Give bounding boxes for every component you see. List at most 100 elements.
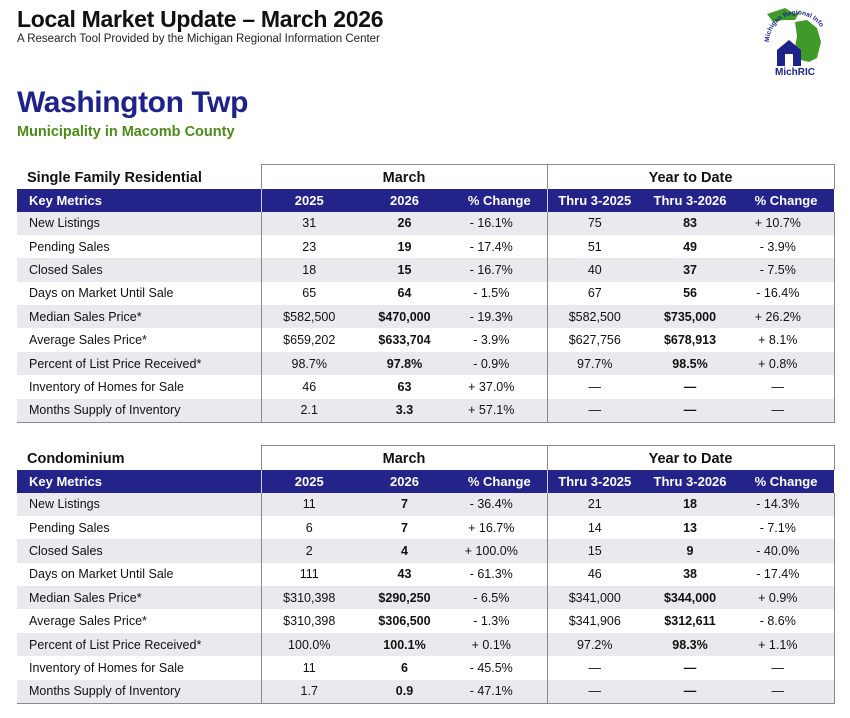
value-2026: 26 [357,211,452,235]
group-ytd-label: Year to Date [546,164,835,189]
ytd-change: - 16.4% [738,281,835,306]
ytd-2026: $344,000 [642,586,739,610]
section-title: Single Family Residential [27,169,202,186]
value-2026: 4 [357,539,452,563]
col-key-metrics-header: Key Metrics [17,188,261,212]
metric-name: Pending Sales [29,520,110,535]
ytd-2026: — [642,398,739,423]
table-row: Median Sales Price* $310,398 $290,250- 6.5… [17,586,835,610]
ytd-2025: — [546,679,643,704]
metric-name: Average Sales Price* [29,333,147,348]
ytd-2026: 83 [642,211,739,235]
municipality-name: Washington Twp [17,86,249,119]
ytd-2026: 9 [642,539,739,563]
ytd-2025: 14 [546,515,643,540]
ytd-2025: — [546,656,643,680]
month-change: + 57.1% [452,398,548,423]
value-2025: $582,500 [260,305,357,329]
ytd-change: - 17.4% [738,562,835,587]
ytd-2025: — [546,375,643,399]
ytd-2026: — [642,679,739,704]
ytd-change: - 8.6% [738,609,835,633]
group-ytd-label: Year to Date [546,445,835,470]
table-row: Median Sales Price* $582,500 $470,000- 19.… [17,305,835,329]
ytd-change: — [738,679,835,704]
month-change: - 19.3% [452,305,548,329]
value-2026: 7 [357,492,452,516]
table-row: Months Supply of Inventory 1.7 0.9- 47.1% —… [17,679,835,704]
table-row: Closed Sales 18 15- 16.7% 40 37- 7.5% [17,258,835,282]
ytd-2026: 98.3% [642,632,739,657]
value-2026: $290,250 [357,586,452,610]
month-change: - 16.7% [452,258,548,282]
value-2025: 100.0% [260,632,357,657]
ytd-2025: 75 [546,211,643,235]
value-2025: $659,202 [260,328,357,352]
metric-name: Days on Market Until Sale [29,286,174,301]
value-2025: 46 [260,375,357,399]
value-2026: $306,500 [378,614,431,629]
ytd-change: + 8.1% [738,328,835,352]
value-2025: 1.7 [260,679,357,704]
col-month-change-header: % Change [452,188,548,212]
table-row: Days on Market Until Sale 111 43 - 61.3% 46 3… [17,562,835,587]
column-header-row: Key Metrics 2025 2026% Change Thru 3-2025 Th… [17,188,835,212]
single-family-table: Single Family Residential March Year to … [17,164,835,423]
col-thru-2025-header: Thru 3-2025 [546,469,643,493]
month-change: - 16.1% [452,211,548,235]
value-2026: 97.8% [357,351,452,376]
value-2025: 11 [260,656,357,680]
col-thru-2026-header: Thru 3-2026 [642,188,739,212]
table-row: Percent of List Price Received* 100.0% 100… [17,632,835,657]
ytd-2025: 46 [546,562,643,587]
value-2025: $310,398 [260,586,357,610]
ytd-2026: 49 [683,239,697,254]
ytd-change: - 14.3% [738,492,835,516]
group-header-row: Condominium March Year to Date [17,445,835,470]
value-2025: 65 [260,281,357,306]
value-2026: 15 [357,258,452,282]
table-row: Closed Sales 2 4 + 100.0% 15 9- 40.0% [17,539,835,563]
ytd-2026: $312,611 [664,614,716,629]
col-thru-2025-header: Thru 3-2025 [546,188,643,212]
col-2026-header: 2026 [357,188,452,212]
ytd-2026: $678,913 [663,333,717,348]
table-row: Average Sales Price* $659,202 $633,704 - 3.… [17,328,835,352]
ytd-change: — [738,375,835,399]
ytd-2025: 67 [546,281,643,306]
col-2025-header: 2025 [260,469,357,493]
ytd-2025: $627,756 [546,328,643,352]
metric-name: Days on Market Until Sale [29,567,174,582]
value-2026: 63 [397,379,412,394]
section-title: Condominium [27,450,125,467]
month-change: + 0.1% [452,632,548,657]
ytd-2025: $341,906 [546,609,643,633]
group-month-label: March [260,164,548,189]
metric-name: Inventory of Homes for Sale [29,660,184,675]
group-month-label: March [260,445,548,470]
value-2026: 64 [397,286,412,301]
month-change: - 1.5% [473,286,510,301]
ytd-change: - 40.0% [738,539,835,563]
metric-name: Median Sales Price* [17,586,261,610]
ytd-2025: — [546,398,643,423]
ytd-2026: 98.5% [642,351,739,376]
logo-brand: MichRIC [775,67,815,78]
value-2026: 19 [397,239,412,254]
value-2025: 23 [260,234,357,259]
ytd-change: + 10.7% [738,211,835,235]
value-2025: 18 [260,258,357,282]
ytd-change: + 1.1% [738,632,835,657]
col-month-change-header: % Change [452,469,548,493]
ytd-change: — [738,398,835,423]
ytd-2026: — [683,660,697,675]
ytd-2025: 40 [546,258,643,282]
ytd-2025: 97.7% [546,351,643,376]
value-2025: 6 [260,515,357,540]
value-2025: 98.7% [260,351,357,376]
ytd-2026: 18 [642,492,739,516]
ytd-change: + 0.8% [738,351,835,376]
metric-name: Closed Sales [17,258,261,282]
ytd-2026: 38 [683,567,697,582]
column-header-row: Key Metrics 2025 2026% Change Thru 3-2025 Th… [17,469,835,493]
